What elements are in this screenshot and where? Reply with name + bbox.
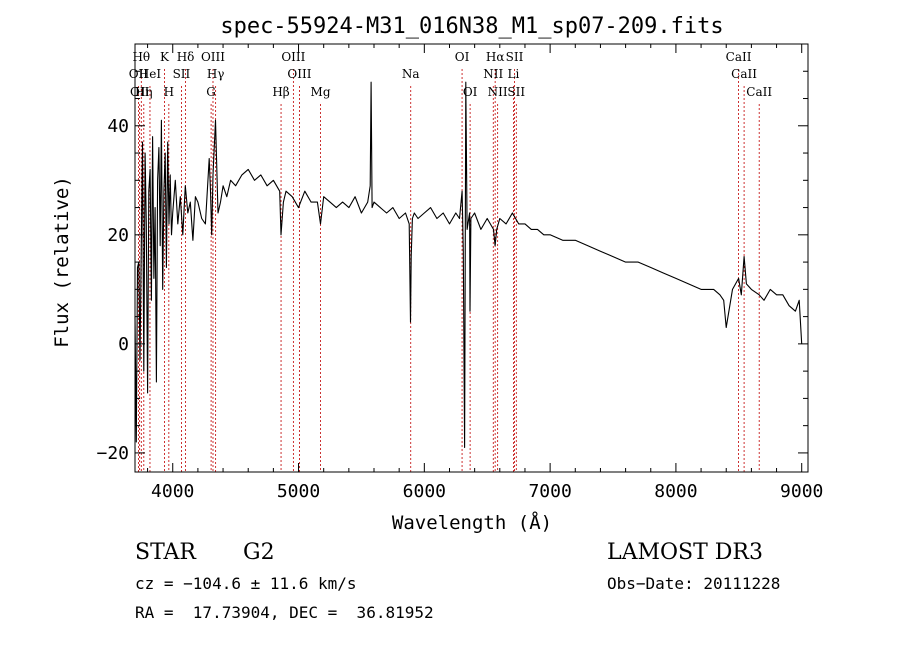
x-tick-label: 8000 [654,481,697,502]
line-marker-label: CaII [731,67,757,81]
y-tick-label: 0 [118,334,129,355]
object-class: STAR [135,540,196,565]
x-tick-label: 4000 [151,481,194,502]
object-subclass: G2 [243,540,275,565]
line-marker-label: CaII [746,85,772,99]
coordinates: RA = 17.73904, DEC = 36.81952 [135,603,434,622]
spectrum-series-line [134,81,803,449]
survey-name: LAMOST DR3 [607,540,763,565]
line-marker-label: OIII [287,67,311,81]
line-marker-label: NII [488,85,508,99]
line-marker-label: OIII [201,50,225,64]
line-marker-label: CaII [726,50,752,64]
x-tick-label: 9000 [780,481,823,502]
plot-frame [134,43,809,473]
axes: 4000 5000 6000 7000 8000 9000 −20 0 20 40 [96,44,823,502]
line-marker-label: Hγ [207,67,225,81]
x-tick-label: 7000 [528,481,571,502]
line-marker-label: H [164,85,174,99]
line-marker-label: Hβ [272,85,289,99]
line-marker-label: Li [507,67,519,81]
line-marker-label: OI [455,50,470,64]
line-marker-label: NII [483,67,503,81]
line-marker-label: G [206,85,216,99]
redshift-readout: cz = −104.6 ± 11.6 km/s [135,574,357,593]
line-marker-label: HeI [139,67,162,81]
chart-title: spec-55924-M31_016N38_M1_sp07-209.fits [220,14,723,39]
line-marker-label: SII [507,85,525,99]
y-tick-label: 20 [107,225,129,246]
line-marker-label: Hα [486,50,505,64]
x-axis-label: Wavelength (Å) [392,511,552,534]
line-marker-label: SII [173,67,191,81]
observation-date: Obs−Date: 20111228 [607,574,781,593]
x-tick-label: 6000 [403,481,446,502]
y-tick-label: 40 [107,116,129,137]
y-tick-label: −20 [96,443,129,464]
line-marker-label: OII [129,67,149,81]
line-marker-label: Hδ [177,50,195,64]
y-axis-label: Flux (relative) [51,176,73,348]
line-marker-label: K [160,50,170,64]
line-marker-label: Hη [135,85,153,99]
line-marker-label: Mg [311,85,331,99]
x-tick-label: 5000 [277,481,320,502]
line-marker-label: OI [463,85,478,99]
line-marker-label: Hθ [132,50,150,64]
line-marker-label: SII [506,50,524,64]
line-marker-label: Na [402,67,420,81]
line-marker-label: OIII [281,50,305,64]
